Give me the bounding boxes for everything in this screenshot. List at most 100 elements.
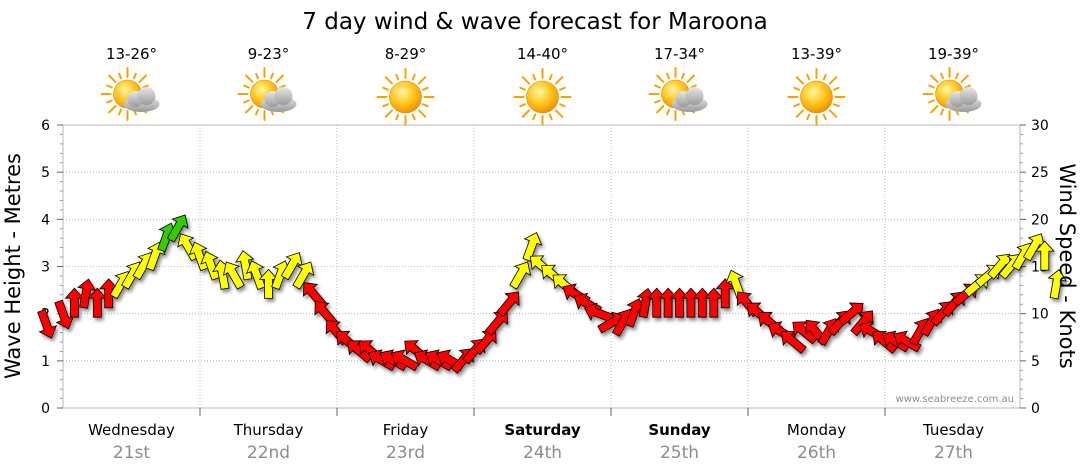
sun-ray: [255, 108, 259, 116]
day-name: Tuesday: [922, 421, 984, 439]
right-tick-label: 25: [1031, 165, 1049, 181]
sun-ray: [928, 99, 935, 104]
sun-ray: [382, 86, 389, 91]
sun-ray: [133, 72, 137, 80]
wind-arrow: [222, 261, 245, 290]
sun-ray: [656, 74, 665, 83]
sun-ray: [532, 113, 537, 121]
sun-ray: [519, 103, 526, 108]
sun-ray: [654, 99, 661, 104]
wind-arrow: [188, 241, 209, 272]
sun-ray: [930, 105, 939, 114]
wind-arrow: [473, 329, 497, 356]
wind-arrow: [837, 302, 864, 326]
sun-ray: [118, 72, 122, 80]
sun-ray: [793, 103, 800, 108]
sun-ray: [411, 113, 416, 121]
wind-arrow: [893, 330, 922, 353]
right-tick-label: 20: [1031, 212, 1049, 228]
left-tick-label: 4: [41, 212, 50, 228]
temperature-range: 17-34°: [654, 45, 705, 63]
sun-ray: [833, 86, 840, 91]
sun-ray: [384, 109, 394, 118]
day-date: 26th: [797, 443, 836, 463]
wind-arrow: [496, 291, 520, 318]
wind-arrow: [658, 287, 678, 318]
sun-ray: [795, 76, 805, 85]
wind-arrow: [292, 261, 315, 290]
wind-arrow: [850, 310, 874, 337]
sun-ray: [108, 74, 117, 83]
sun-ray: [270, 72, 274, 80]
sun-ray: [417, 76, 427, 85]
day-date: 24th: [523, 443, 562, 463]
wind-arrow: [166, 214, 189, 243]
right-tick-label: 30: [1031, 118, 1049, 134]
sun-ray: [142, 84, 149, 89]
temperature-range: 8-29°: [385, 45, 427, 63]
day-date: 21st: [113, 443, 150, 463]
sun-ray: [548, 113, 553, 121]
sun-ray: [106, 84, 113, 89]
sun-ray: [559, 86, 566, 91]
sun-ray: [532, 73, 537, 81]
right-tick-label: 0: [1031, 401, 1040, 417]
wind-arrow: [245, 260, 266, 290]
cloud-puff: [685, 87, 704, 105]
sun-ray: [108, 105, 117, 114]
sun-ray: [519, 86, 526, 91]
cloud-puff: [959, 87, 978, 105]
day-name: Thursday: [233, 421, 304, 439]
sun-ray: [521, 109, 531, 118]
sun-ray: [245, 74, 254, 83]
day-name: Friday: [383, 421, 429, 439]
sun-disc: [389, 80, 422, 114]
sun-ray: [681, 72, 685, 80]
day-name: Saturday: [504, 421, 581, 439]
sun-ray: [930, 74, 939, 83]
cloud-shape: [123, 87, 160, 112]
wind-arrow: [1047, 269, 1068, 300]
sun-icon: [376, 68, 435, 126]
sun-ray: [243, 84, 250, 89]
sun-ray: [833, 103, 840, 108]
day-date: 27th: [934, 443, 973, 463]
temperature-range: 19-39°: [928, 45, 979, 63]
sun-ray: [928, 84, 935, 89]
sun-ray: [828, 76, 838, 85]
sun-ray: [806, 73, 811, 81]
sun-ray: [422, 86, 429, 91]
sun-ray: [686, 74, 695, 83]
sun-cloud-icon: [100, 67, 160, 121]
wind-arrow: [200, 250, 221, 281]
temperature-range: 9-23°: [248, 45, 290, 63]
wind-arrow: [509, 261, 532, 290]
sun-ray: [275, 74, 284, 83]
day-name: Wednesday: [88, 421, 175, 439]
temperature-range: 13-39°: [791, 45, 842, 63]
temperature-range: 13-26°: [106, 45, 157, 63]
sun-ray: [964, 84, 971, 89]
left-tick-label: 1: [41, 354, 50, 370]
sun-ray: [243, 99, 250, 104]
left-tick-label: 5: [41, 165, 50, 181]
wind-arrow: [37, 309, 58, 339]
sun-ray: [554, 76, 564, 85]
day-date: 25th: [660, 443, 699, 463]
sun-ray: [279, 84, 286, 89]
sun-ray: [521, 76, 531, 85]
sun-ray: [395, 73, 400, 81]
sun-shape: [513, 68, 572, 126]
sun-ray: [118, 108, 122, 116]
sun-icon: [787, 68, 846, 126]
sun-ray: [654, 84, 661, 89]
sun-ray: [384, 76, 394, 85]
wind-arrow: [692, 287, 713, 318]
sun-cloud-icon: [648, 67, 708, 121]
day-name: Monday: [787, 421, 846, 439]
day-date: 23rd: [386, 443, 425, 463]
sun-cloud-icon: [237, 67, 297, 121]
wind-arrow: [391, 349, 420, 372]
wind-arrow: [669, 287, 690, 318]
